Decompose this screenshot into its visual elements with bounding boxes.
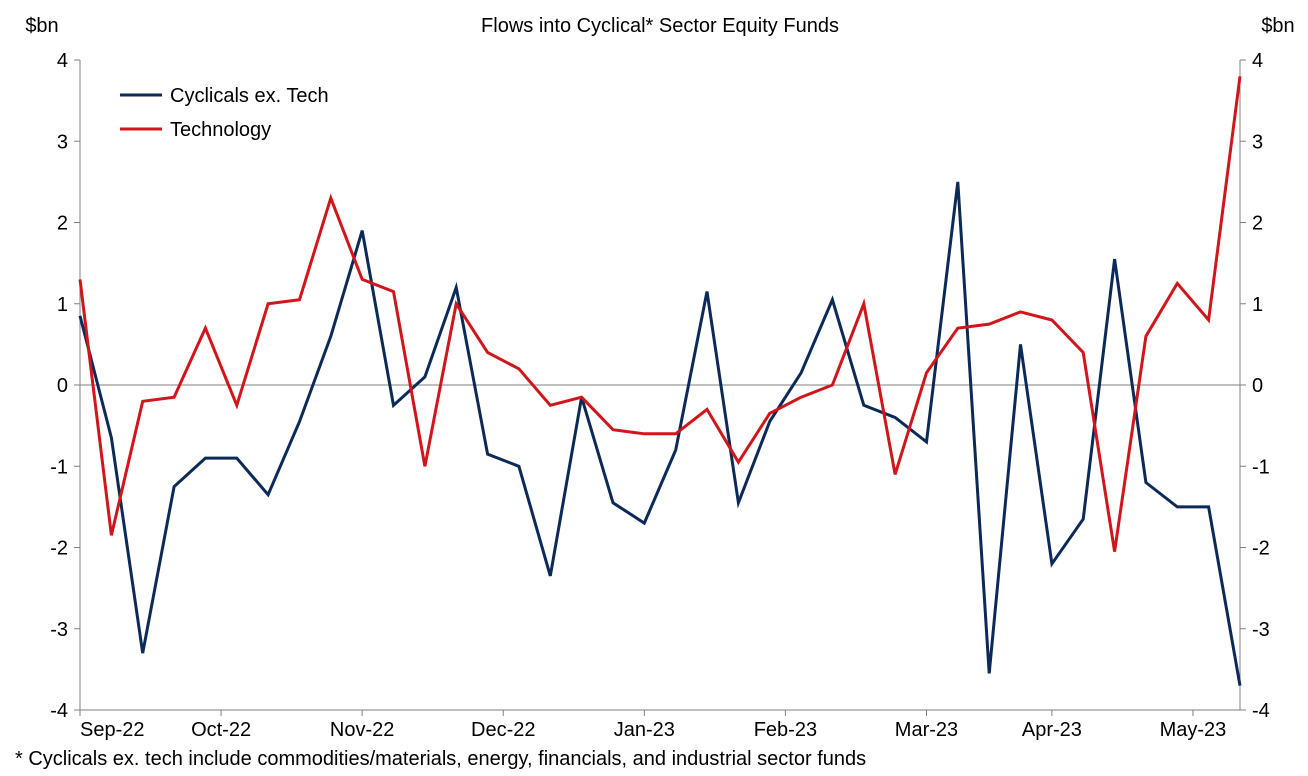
x-tick-label: Apr-23 xyxy=(1022,719,1082,741)
y-tick-label-left: -3 xyxy=(50,619,68,641)
chart-container: Flows into Cyclical* Sector Equity Funds… xyxy=(0,0,1308,776)
legend-label: Technology xyxy=(170,119,271,141)
line-chart: Flows into Cyclical* Sector Equity Funds… xyxy=(0,0,1308,776)
y-tick-label-right: 3 xyxy=(1252,131,1263,153)
x-tick-label: Feb-23 xyxy=(754,719,817,741)
chart-footnote: * Cyclicals ex. tech include commodities… xyxy=(15,748,866,771)
y-tick-label-left: 4 xyxy=(57,50,68,72)
x-tick-label: Nov-22 xyxy=(330,719,394,741)
y-tick-label-left: 3 xyxy=(57,131,68,153)
chart-title: Flows into Cyclical* Sector Equity Funds xyxy=(481,15,839,37)
y-tick-label-right: -3 xyxy=(1252,619,1270,641)
y-axis-label-right: $bn xyxy=(1261,15,1294,37)
y-tick-label-right: 2 xyxy=(1252,213,1263,235)
x-tick-label: Jan-23 xyxy=(614,719,675,741)
y-tick-label-left: -2 xyxy=(50,538,68,560)
y-tick-label-right: -1 xyxy=(1252,456,1270,478)
x-tick-label: May-23 xyxy=(1160,719,1227,741)
y-tick-label-right: -4 xyxy=(1252,700,1270,722)
y-tick-label-left: 2 xyxy=(57,213,68,235)
x-tick-label: Dec-22 xyxy=(471,719,535,741)
y-tick-label-right: -2 xyxy=(1252,538,1270,560)
y-tick-label-right: 1 xyxy=(1252,294,1263,316)
y-tick-label-left: -1 xyxy=(50,456,68,478)
x-tick-label: Sep-22 xyxy=(80,719,145,741)
x-tick-label: Mar-23 xyxy=(895,719,958,741)
y-tick-label-right: 0 xyxy=(1252,375,1263,397)
y-tick-label-right: 4 xyxy=(1252,50,1263,72)
y-axis-label-left: $bn xyxy=(25,15,58,37)
legend-label: Cyclicals ex. Tech xyxy=(170,85,329,107)
y-tick-label-left: 0 xyxy=(57,375,68,397)
x-tick-label: Oct-22 xyxy=(191,719,251,741)
y-tick-label-left: -4 xyxy=(50,700,68,722)
y-tick-label-left: 1 xyxy=(57,294,68,316)
